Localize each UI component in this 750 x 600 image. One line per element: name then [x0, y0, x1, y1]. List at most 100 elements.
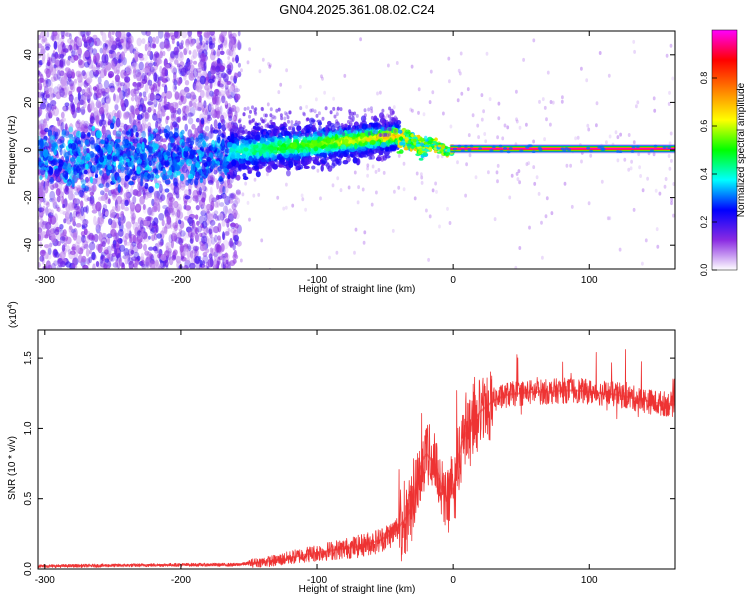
spectral-cell [483, 132, 487, 136]
spectral-cell [213, 213, 218, 219]
spectral-cell [220, 114, 225, 123]
spectral-cell [605, 140, 608, 145]
spectral-cell [116, 195, 123, 205]
spectral-cell [537, 191, 541, 196]
spectral-cell [39, 85, 43, 91]
spectral-cell [165, 90, 173, 100]
spectral-cell [97, 76, 102, 84]
spectral-cell [501, 136, 505, 141]
spectral-cell [134, 260, 138, 269]
spectral-cell [51, 52, 56, 58]
spectral-cell [456, 98, 460, 103]
spectral-cell [69, 225, 73, 230]
spectral-cell [219, 184, 225, 193]
spectral-cell [189, 238, 194, 244]
spectral-cell [217, 222, 222, 233]
spectral-cell [247, 152, 253, 157]
spectral-cell [204, 136, 210, 141]
spectral-cell [176, 232, 182, 240]
spectral-cell [614, 130, 618, 135]
spectral-cell [516, 177, 520, 182]
spectral-cell [236, 240, 242, 247]
spectral-cell [114, 103, 119, 111]
spectral-cell [65, 245, 70, 252]
spectral-cell [460, 91, 464, 96]
spectral-cell [75, 245, 80, 253]
spectral-cell [195, 162, 200, 169]
spectral-cell [131, 241, 137, 247]
spectral-cell [54, 131, 59, 140]
spectral-cell [221, 95, 226, 104]
spectral-cell [131, 216, 136, 225]
spectral-cell [323, 90, 326, 95]
spectral-cell [59, 209, 65, 215]
spectral-cell [402, 187, 406, 192]
spectral-cell [285, 68, 288, 73]
spectral-cell [178, 64, 184, 73]
spectral-cell [176, 207, 182, 216]
spectral-cell [203, 32, 207, 38]
spectral-cell [87, 132, 91, 137]
spectral-cell [64, 151, 70, 160]
spectral-cell [377, 168, 381, 172]
spectral-cell [89, 195, 95, 205]
spectral-cell [139, 97, 145, 107]
spectral-cell [216, 166, 223, 172]
spectral-cell [286, 140, 291, 146]
spectral-cell [201, 197, 206, 203]
spectral-cell [268, 124, 274, 129]
spectral-cell [84, 163, 89, 170]
spectral-cell [129, 113, 135, 122]
spectral-cell [91, 125, 96, 132]
spectral-cell [316, 168, 320, 173]
spectral-cell [87, 94, 91, 104]
spectral-cell [111, 243, 117, 249]
spectral-cell [130, 88, 137, 97]
spectral-cell [115, 130, 122, 138]
spectral-cell [47, 129, 53, 137]
spectral-cell [71, 243, 77, 251]
spectral-cell [168, 196, 175, 203]
spectral-cell [129, 115, 132, 125]
spectral-cell [178, 219, 182, 225]
spectral-cell [359, 37, 362, 42]
spectral-cell [569, 163, 572, 168]
spectral-cell [276, 153, 283, 161]
spectral-cell [83, 92, 89, 97]
spectral-cell [212, 37, 216, 42]
spectral-cell [147, 140, 152, 149]
spectral-cell [200, 90, 205, 98]
spectral-cell [257, 192, 261, 197]
spectral-cell [77, 59, 83, 66]
spectral-cell [64, 102, 70, 107]
spectral-cell [112, 218, 120, 224]
spectral-cell [192, 49, 198, 59]
spectral-cell [140, 123, 146, 133]
spectral-cell [81, 109, 86, 115]
spectral-cell [296, 125, 302, 132]
spectral-cell [132, 196, 137, 204]
spectral-cell [538, 99, 541, 104]
spectral-cell [336, 150, 341, 158]
spectral-cell [132, 221, 139, 231]
spectral-cell [101, 128, 107, 134]
spectral-cell [193, 60, 197, 65]
spectral-cell [85, 71, 92, 81]
spectral-cell [117, 184, 121, 193]
spectral-cell [192, 222, 196, 230]
spectral-cell [200, 52, 207, 62]
spectral-cell [187, 112, 194, 117]
spectral-cell [152, 53, 158, 62]
spectral-cell [641, 188, 645, 193]
spectral-cell [111, 31, 115, 36]
spectral-cell [361, 187, 365, 192]
spectral-cell [214, 215, 219, 222]
spectral-cell [143, 243, 147, 251]
spectral-cell [435, 189, 438, 194]
spectral-cell [165, 242, 171, 250]
spectral-cell [515, 119, 519, 124]
spectral-cell [129, 105, 135, 113]
spectral-cell [91, 66, 97, 73]
spectral-cell [111, 60, 115, 70]
